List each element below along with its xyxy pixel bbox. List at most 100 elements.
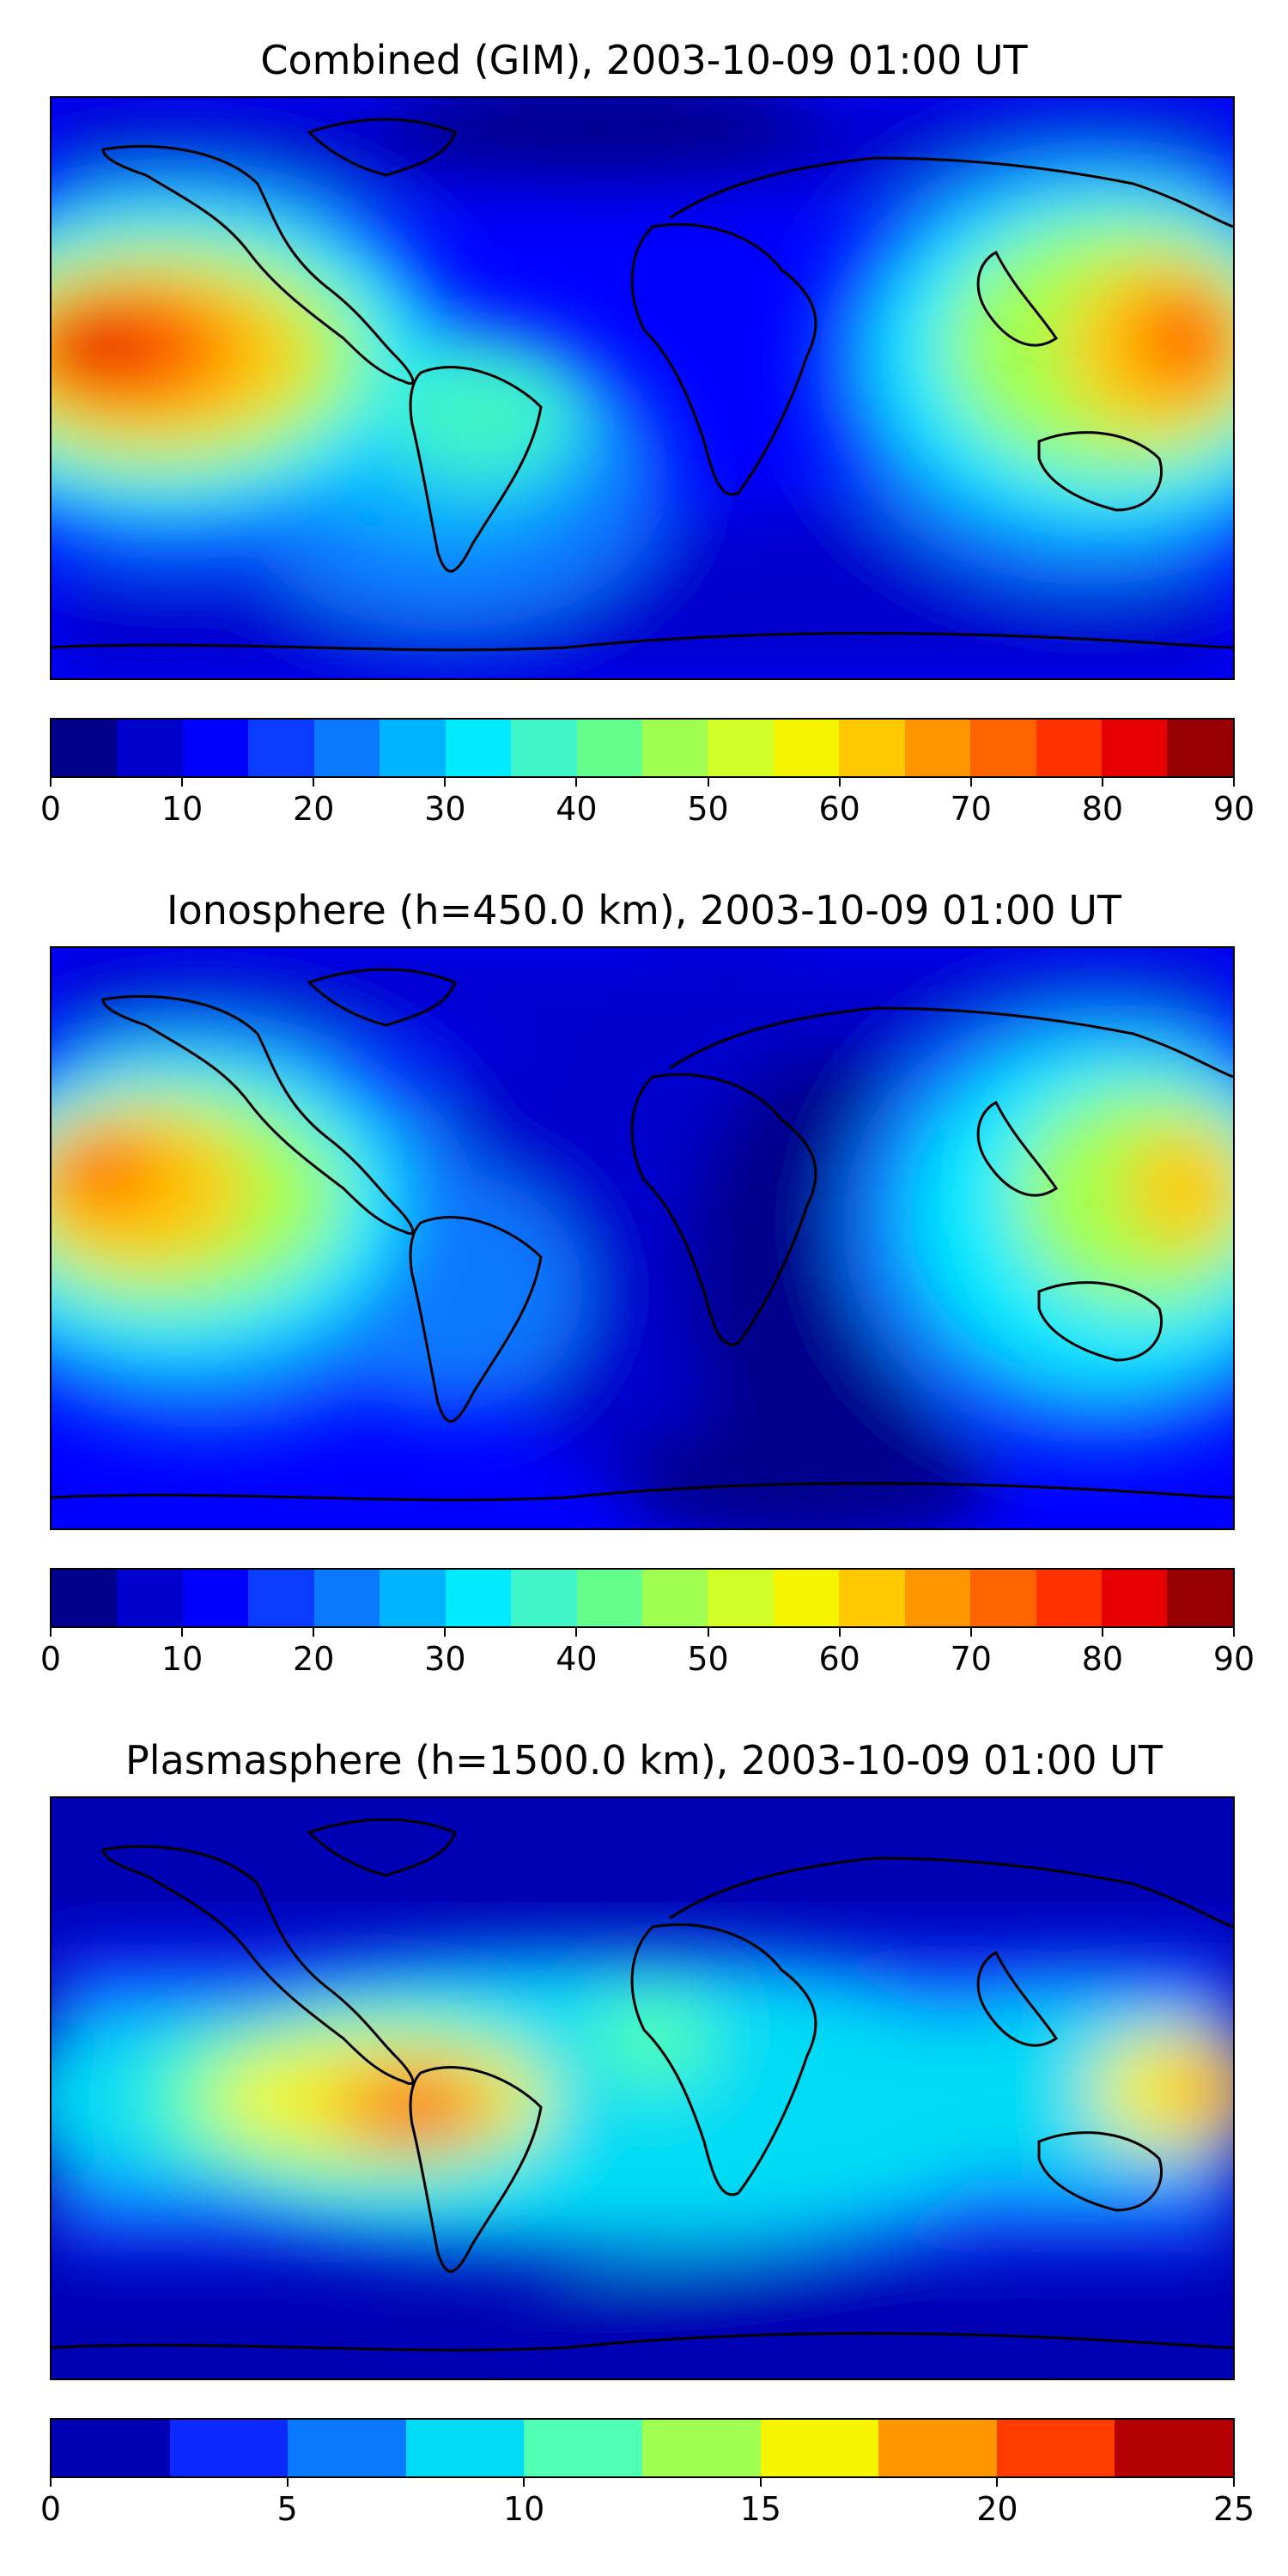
colorbar-tick-mark	[181, 1626, 184, 1637]
colorbar-tick-mark	[1233, 1626, 1235, 1637]
colorbar-tick-mark	[575, 776, 578, 787]
colorbar-tick-mark	[969, 1626, 972, 1637]
colorbar-segment	[511, 1570, 577, 1626]
colorbar-segment	[169, 2420, 289, 2476]
colorbar-segment	[313, 1570, 380, 1626]
colorbar-plasmasphere	[50, 2418, 1235, 2478]
colorbar-segment	[248, 1570, 314, 1626]
colorbar-segment	[641, 720, 708, 776]
colorbar-segment	[1115, 2420, 1233, 2476]
colorbar-tick-mark	[1101, 776, 1103, 787]
colorbar-tick-mark	[1233, 2476, 1235, 2487]
colorbar-segment	[52, 720, 118, 776]
colorbar-segment	[445, 1570, 512, 1626]
colorbar-combined	[50, 718, 1235, 778]
colorbar-segment	[773, 720, 840, 776]
colorbar-segment	[445, 720, 512, 776]
colorbar-segment	[641, 2420, 761, 2476]
colorbar-tick-mark	[1101, 1626, 1103, 1637]
colorbar-tick-label: 0	[39, 1640, 62, 1678]
colorbar-segment	[970, 720, 1036, 776]
colorbar-tick-mark	[838, 1626, 841, 1637]
colorbar-segment	[708, 1570, 774, 1626]
colorbar-segment	[576, 720, 642, 776]
colorbar-tick-label: 50	[687, 1640, 729, 1678]
colorbar-tick-mark	[50, 776, 52, 787]
colorbar-segment	[405, 2420, 525, 2476]
colorbar-tick-mark	[575, 1626, 578, 1637]
colorbar-tick-label: 20	[293, 1640, 335, 1678]
colorbar-tick-mark	[444, 776, 447, 787]
colorbar-tick-label: 30	[424, 790, 466, 828]
coastlines	[52, 1818, 1233, 2352]
colorbar-tick-mark	[969, 776, 972, 787]
colorbar-tick-label: 25	[1212, 2490, 1255, 2528]
colorbar-segment	[1036, 1570, 1102, 1626]
colorbar-segment	[380, 1570, 446, 1626]
combined-gim-map	[50, 96, 1235, 680]
colorbar-tick-label: 30	[424, 1640, 466, 1678]
coastlines	[52, 968, 1233, 1502]
colorbar-tick-mark	[50, 2476, 52, 2487]
panel-3-title: Plasmasphere (h=1500.0 km), 2003-10-09 0…	[125, 1737, 1163, 1783]
colorbar-tick-mark	[1233, 776, 1235, 787]
colorbar-tick-mark	[996, 2476, 999, 2487]
colorbar-segment	[996, 2420, 1115, 2476]
colorbar-tick-mark	[707, 776, 709, 787]
colorbar-tick-label: 80	[1081, 790, 1124, 828]
colorbar-segment	[524, 2420, 642, 2476]
colorbar-segment	[52, 1570, 118, 1626]
colorbar-segment	[1102, 1570, 1168, 1626]
combined-tec-contour-map	[52, 98, 1233, 678]
colorbar-tick-label: 10	[161, 790, 204, 828]
colorbar-segment	[288, 2420, 406, 2476]
ionosphere-tec-contour-map	[52, 948, 1233, 1528]
colorbar-segment	[1036, 720, 1102, 776]
colorbar-tick-label: 5	[276, 2490, 298, 2528]
colorbar-segment	[52, 2420, 170, 2476]
colorbar-segment	[904, 1570, 971, 1626]
colorbar-tick-label: 70	[950, 1640, 992, 1678]
colorbar-tick-label: 60	[818, 1640, 860, 1678]
colorbar-tick-label: 50	[687, 790, 729, 828]
colorbar-tick-label: 10	[503, 2490, 545, 2528]
colorbar-tick-label: 20	[293, 790, 335, 828]
colorbar-segment	[878, 2420, 997, 2476]
coastlines	[52, 118, 1233, 652]
colorbar-tick-mark	[313, 1626, 315, 1637]
colorbar-tick-label: 70	[950, 790, 992, 828]
colorbar-tick-mark	[313, 776, 315, 787]
colorbar-segment	[117, 720, 183, 776]
colorbar-tick-label: 0	[39, 2490, 62, 2528]
colorbar-segment	[117, 1570, 183, 1626]
colorbar-segment	[839, 720, 905, 776]
colorbar-segment	[708, 720, 774, 776]
plasmasphere-map	[50, 1796, 1235, 2380]
colorbar-segment	[576, 1570, 642, 1626]
colorbar-segment	[773, 1570, 840, 1626]
colorbar-segment	[839, 1570, 905, 1626]
colorbar-tick-label: 80	[1081, 1640, 1124, 1678]
colorbar-tick-mark	[838, 776, 841, 787]
colorbar-segment	[313, 720, 380, 776]
colorbar-segment	[511, 720, 577, 776]
colorbar-tick-label: 40	[556, 790, 598, 828]
colorbar-tick-label: 20	[976, 2490, 1018, 2528]
colorbar-tick-mark	[181, 776, 184, 787]
colorbar-segment	[1167, 720, 1233, 776]
colorbar-tick-mark	[286, 2476, 289, 2487]
colorbar-tick-label: 60	[818, 790, 860, 828]
colorbar-tick-label: 15	[739, 2490, 781, 2528]
colorbar-segment	[641, 1570, 708, 1626]
ionosphere-map	[50, 946, 1235, 1530]
colorbar-segment	[970, 1570, 1036, 1626]
colorbar-tick-label: 10	[161, 1640, 204, 1678]
colorbar-segment	[904, 720, 971, 776]
colorbar-tick-mark	[523, 2476, 526, 2487]
colorbar-segment	[380, 720, 446, 776]
panel-1-title: Combined (GIM), 2003-10-09 01:00 UT	[260, 37, 1028, 83]
colorbar-segment	[760, 2420, 879, 2476]
colorbar-tick-label: 0	[39, 790, 62, 828]
colorbar-tick-mark	[759, 2476, 762, 2487]
colorbar-segment	[248, 720, 314, 776]
